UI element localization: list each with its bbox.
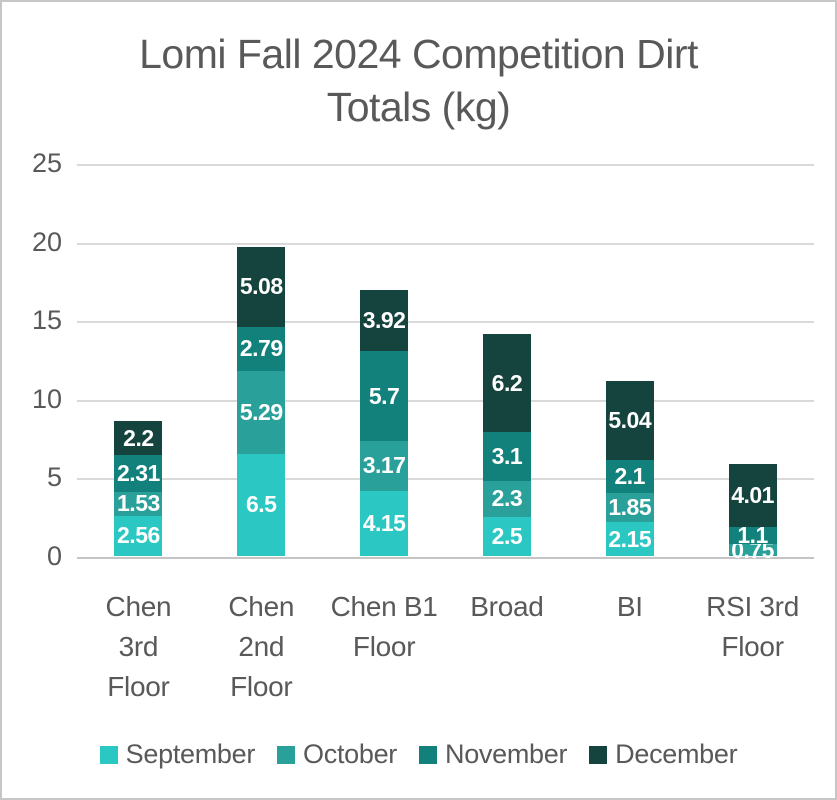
- bar-segment-september-bi: 2.15: [605, 522, 654, 556]
- bar-segment-november-bi: 2.1: [605, 460, 654, 494]
- x-axis-label-broad: Broad: [432, 587, 582, 627]
- y-axis-tick-label-15: 15: [31, 305, 62, 336]
- bar-broad: 2.5 2.3 3.1 6.2: [482, 334, 531, 556]
- legend-label: October: [303, 739, 397, 769]
- bar-bi: 2.15 1.85 2.1 5.04: [605, 380, 654, 556]
- legend-label: November: [445, 739, 568, 769]
- x-axis-label-line: RSI 3rd: [706, 591, 799, 622]
- bar-segment-value-label: 5.08: [239, 273, 283, 300]
- x-axis-label-line: Chen: [105, 591, 172, 622]
- x-axis-label-chen-2nd-floor: Chen 2nd Floor: [186, 587, 336, 707]
- x-axis-label-line: Floor: [230, 671, 293, 702]
- bar-segment-value-label: 5.04: [608, 407, 652, 434]
- bar-segment-october-chen-b1-floor: 3.17: [360, 440, 409, 491]
- x-axis-label-rsi-3rd-floor: RSI 3rd Floor: [678, 587, 828, 667]
- legend-label: September: [125, 739, 256, 769]
- legend-item-september: September: [99, 739, 256, 770]
- x-axis-label-line: Chen: [228, 591, 295, 622]
- bar-segment-value-label: 1.53: [117, 490, 160, 517]
- gridline-25: [77, 164, 814, 166]
- bar-segment-value-label: 3.17: [362, 452, 406, 479]
- bar-segment-value-label: 2.1: [614, 463, 646, 490]
- y-axis-tick-label-20: 20: [31, 226, 62, 257]
- plot-area: 2.56 1.53 2.31 2.2 6.5 5.29 2.79 5.08 4.15 3.17 5.…: [77, 164, 814, 563]
- y-axis-tick-label-0: 0: [46, 541, 62, 571]
- bar-segment-october-broad: 2.3: [482, 480, 531, 517]
- bar-segment-value-label: 2.79: [239, 335, 283, 362]
- bar-segment-september-chen-3rd-floor: 2.56: [114, 515, 163, 556]
- bar-segment-october-chen-2nd-floor: 5.29: [237, 370, 286, 454]
- gridline-5: [77, 478, 814, 481]
- legend: September October November December: [2, 739, 835, 770]
- legend-item-december: December: [589, 739, 738, 770]
- x-axis-label-line: Floor: [721, 631, 784, 662]
- x-axis-label-line: BI: [616, 591, 643, 622]
- y-axis-tick-label-5: 5: [46, 462, 62, 493]
- bar-chen-2nd-floor: 6.5 5.29 2.79 5.08: [237, 246, 286, 556]
- x-axis-label-line: 2nd: [238, 631, 285, 662]
- bar-segment-december-broad: 6.2: [482, 334, 531, 432]
- bar-segment-value-label: 5.7: [368, 382, 400, 409]
- legend-label: December: [615, 739, 738, 769]
- bar-segment-value-label: 6.2: [491, 369, 523, 396]
- bar-segment-november-rsi-3rd-floor: 1.1: [728, 522, 777, 548]
- bar-segment-value-label: 3.92: [362, 307, 406, 334]
- bar-segment-november-chen-b1-floor: 5.7: [360, 351, 409, 441]
- bar-segment-value-label: 2.2: [123, 424, 154, 451]
- bar-segment-value-label: 2.3: [491, 485, 523, 512]
- bar-segment-value-label: 1.85: [608, 494, 652, 521]
- x-axis-label-chen-3rd-floor: Chen 3rd Floor: [63, 587, 213, 707]
- chart-title: Lomi Fall 2024 Competition Dirt Totals (…: [2, 28, 835, 134]
- x-axis-label-line: Chen B1: [330, 591, 438, 622]
- bar-segment-september-broad: 2.5: [482, 516, 531, 556]
- bar-segment-november-chen-2nd-floor: 2.79: [237, 326, 286, 371]
- x-axis-label-line: Broad: [470, 591, 544, 622]
- legend-item-october: October: [277, 739, 397, 770]
- legend-item-november: November: [419, 739, 567, 770]
- bar-segment-december-chen-3rd-floor: 2.2: [114, 420, 163, 456]
- bar-segment-value-label: 5.29: [239, 398, 283, 425]
- bar-segment-december-chen-2nd-floor: 5.08: [237, 246, 286, 327]
- bar-chen-3rd-floor: 2.56 1.53 2.31 2.2: [114, 420, 163, 556]
- gridline-15: [77, 321, 814, 324]
- legend-swatch-november-icon: [419, 745, 437, 764]
- bar-segment-october-bi: 1.85: [605, 493, 654, 523]
- x-axis-label-line: 3rd: [118, 631, 159, 662]
- x-axis-label-line: Floor: [107, 671, 170, 702]
- y-axis-tick-label-10: 10: [31, 383, 62, 414]
- bar-segment-september-chen-2nd-floor: 6.5: [237, 453, 286, 556]
- legend-swatch-december-icon: [589, 745, 608, 764]
- bar-rsi-3rd-floor: 0.75 1.1 4.01: [728, 463, 777, 563]
- gridline-0: [77, 557, 814, 559]
- legend-swatch-september-icon: [99, 745, 118, 764]
- bar-chen-b1-floor: 4.15 3.17 5.7 3.92: [360, 289, 409, 556]
- bar-segment-december-bi: 5.04: [605, 380, 654, 461]
- bar-segment-value-label: 2.15: [608, 525, 652, 552]
- bar-segment-value-label: 2.56: [117, 522, 160, 549]
- gridline-20: [77, 242, 814, 245]
- bar-segment-value-label: 3.1: [491, 442, 523, 469]
- chart-title-line-1: Lomi Fall 2024 Competition Dirt: [139, 31, 698, 77]
- bar-segment-november-broad: 3.1: [482, 431, 531, 481]
- bar-segment-october-chen-3rd-floor: 1.53: [114, 490, 163, 517]
- x-axis-label-chen-b1-floor: Chen B1 Floor: [309, 587, 459, 667]
- bar-segment-value-label: 2.5: [491, 522, 523, 549]
- bar-segment-november-chen-3rd-floor: 2.31: [114, 455, 163, 492]
- bar-segment-december-rsi-3rd-floor: 4.01: [728, 463, 777, 527]
- bar-segment-december-chen-b1-floor: 3.92: [360, 289, 409, 352]
- chart-title-line-2: Totals (kg): [326, 84, 511, 130]
- bar-segment-value-label: 2.31: [117, 460, 160, 487]
- legend-swatch-october-icon: [277, 745, 296, 764]
- bar-segment-value-label: 6.5: [246, 491, 277, 518]
- y-axis-tick-label-25: 25: [31, 148, 62, 178]
- bar-segment-september-chen-b1-floor: 4.15: [360, 490, 409, 556]
- x-axis-label-line: Floor: [352, 631, 416, 662]
- x-axis-label-bi: BI: [555, 587, 705, 627]
- bar-segment-value-label: 4.01: [731, 481, 774, 508]
- gridline-10: [77, 399, 814, 402]
- bar-segment-value-label: 4.15: [362, 509, 406, 536]
